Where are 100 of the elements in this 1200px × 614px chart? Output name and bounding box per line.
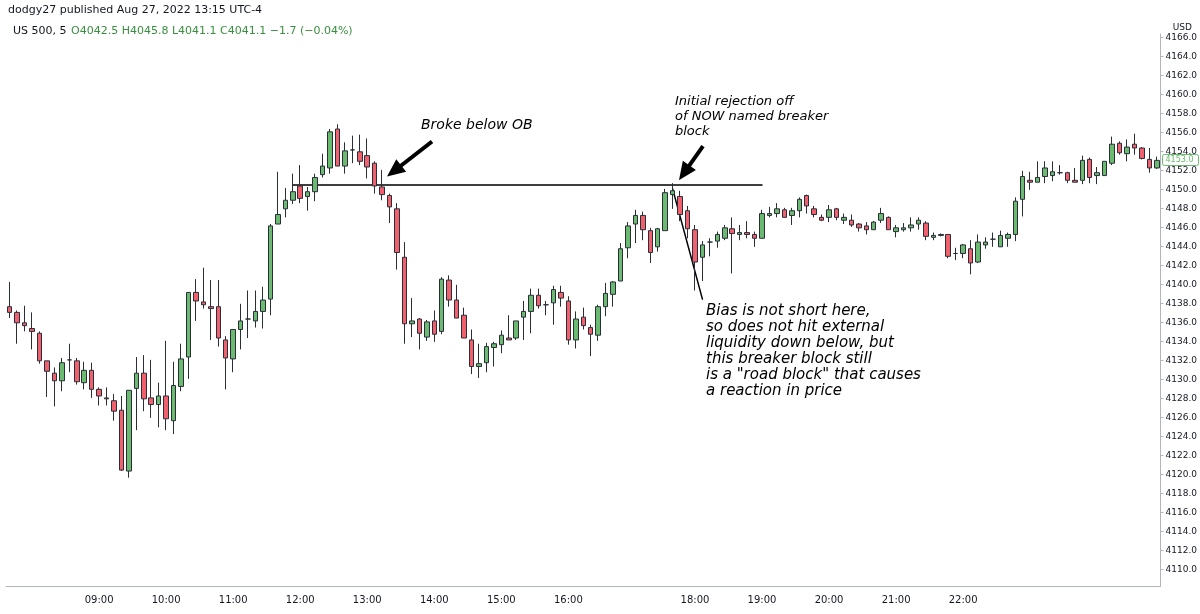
candlestick bbox=[439, 276, 444, 335]
candlestick bbox=[89, 362, 94, 399]
candlestick bbox=[1035, 160, 1040, 183]
y-tick-label: 4136.0 bbox=[1165, 316, 1198, 327]
candlestick bbox=[1132, 133, 1137, 156]
candlestick bbox=[1027, 171, 1033, 191]
candlestick bbox=[811, 205, 817, 218]
candlestick bbox=[662, 188, 668, 232]
candlestick bbox=[543, 300, 549, 316]
candlestick bbox=[245, 290, 251, 339]
candlestick bbox=[1080, 155, 1085, 185]
candlestick bbox=[484, 342, 489, 373]
x-tick-label: 15:00 bbox=[486, 593, 516, 605]
candlestick bbox=[14, 309, 20, 345]
candlestick bbox=[767, 206, 772, 218]
candlestick bbox=[566, 295, 571, 346]
candlestick bbox=[163, 340, 169, 431]
candlestick bbox=[581, 307, 586, 330]
candlestick bbox=[983, 236, 988, 250]
candlestick bbox=[44, 360, 50, 398]
candlestick bbox=[648, 227, 653, 264]
candlestick bbox=[737, 224, 742, 241]
candlestick bbox=[1013, 196, 1018, 242]
candlestick bbox=[283, 187, 288, 218]
candlestick bbox=[223, 335, 228, 390]
candlestick bbox=[1020, 170, 1025, 217]
text: dodgy27 published Aug 27, 2022 13:15 UTC-4 bbox=[8, 3, 263, 16]
y-tick-label: 4150.0 bbox=[1165, 183, 1198, 194]
candlestick bbox=[633, 209, 638, 244]
candlestick bbox=[1065, 171, 1070, 184]
candlestick bbox=[461, 307, 467, 339]
candlestick bbox=[677, 190, 683, 222]
x-tick-label: 13:00 bbox=[352, 593, 382, 605]
candlestick bbox=[789, 207, 795, 226]
x-tick-label: 19:00 bbox=[747, 593, 777, 605]
candlestick bbox=[953, 247, 958, 261]
x-tick-label: 10:00 bbox=[151, 593, 181, 605]
candlestick bbox=[1087, 157, 1092, 184]
candlestick bbox=[618, 242, 623, 282]
candlestick bbox=[1094, 166, 1100, 185]
candlestick bbox=[558, 285, 564, 308]
y-tick-label: 4154.0 bbox=[1165, 145, 1198, 156]
candlestick bbox=[1124, 138, 1130, 162]
y-tick-label: 4140.0 bbox=[1165, 278, 1198, 289]
y-tick-label: 4112.0 bbox=[1165, 544, 1198, 555]
candlestick bbox=[834, 207, 839, 221]
candlestick bbox=[238, 303, 243, 350]
candlestick bbox=[685, 205, 690, 239]
candlestick bbox=[409, 297, 415, 338]
y-tick-label: 4110.0 bbox=[1165, 563, 1198, 574]
candlestick bbox=[826, 204, 832, 223]
candlestick bbox=[528, 288, 534, 334]
candlestick bbox=[305, 186, 310, 212]
candlestick bbox=[156, 382, 161, 428]
candlestick bbox=[1072, 167, 1078, 183]
y-tick-label: 4138.0 bbox=[1165, 297, 1198, 308]
candlestick bbox=[990, 232, 996, 248]
x-tick-label: 09:00 bbox=[84, 593, 114, 605]
candlestick bbox=[692, 224, 698, 292]
y-tick-label: 4120.0 bbox=[1165, 468, 1198, 479]
candlestick bbox=[67, 343, 72, 373]
candlestick bbox=[744, 220, 750, 239]
text: 4153.0 bbox=[1165, 155, 1194, 164]
candlestick bbox=[171, 361, 176, 435]
candlestick bbox=[841, 213, 847, 225]
y-tick-label: 4122.0 bbox=[1165, 449, 1198, 460]
candlestick bbox=[968, 239, 973, 275]
candlestick bbox=[923, 220, 929, 241]
candlestick bbox=[856, 222, 862, 233]
candlestick bbox=[774, 202, 780, 218]
candlestick bbox=[551, 285, 556, 326]
candlestick bbox=[454, 284, 459, 319]
candlestick bbox=[186, 291, 191, 380]
candlestick bbox=[797, 196, 802, 218]
candlestick bbox=[1117, 140, 1122, 156]
candlestick bbox=[819, 214, 824, 222]
candlestick bbox=[402, 241, 407, 345]
y-tick-label: 4160.0 bbox=[1165, 88, 1198, 99]
candlestick bbox=[104, 386, 109, 406]
candlestick bbox=[752, 231, 757, 248]
candlestick bbox=[759, 209, 765, 239]
candlestick bbox=[230, 328, 236, 373]
candlestick bbox=[178, 343, 184, 392]
y-tick-label: 4148.0 bbox=[1165, 202, 1198, 213]
candlestick bbox=[253, 290, 258, 329]
candlestick bbox=[201, 267, 206, 310]
candlestick bbox=[610, 280, 616, 308]
candlestick bbox=[864, 221, 869, 235]
candlestick bbox=[372, 160, 377, 195]
candlestick bbox=[603, 282, 608, 317]
candlestick bbox=[640, 211, 646, 241]
y-tick-label: 4164.0 bbox=[1165, 50, 1198, 61]
x-tick-label: 11:00 bbox=[218, 593, 248, 605]
y-tick-label: 4116.0 bbox=[1165, 506, 1198, 517]
candlestick bbox=[208, 279, 214, 341]
candlestick bbox=[536, 288, 541, 310]
candlestick bbox=[1005, 232, 1011, 248]
text: USD bbox=[1172, 21, 1193, 32]
candlestick bbox=[476, 343, 482, 379]
candlestick bbox=[424, 319, 430, 342]
